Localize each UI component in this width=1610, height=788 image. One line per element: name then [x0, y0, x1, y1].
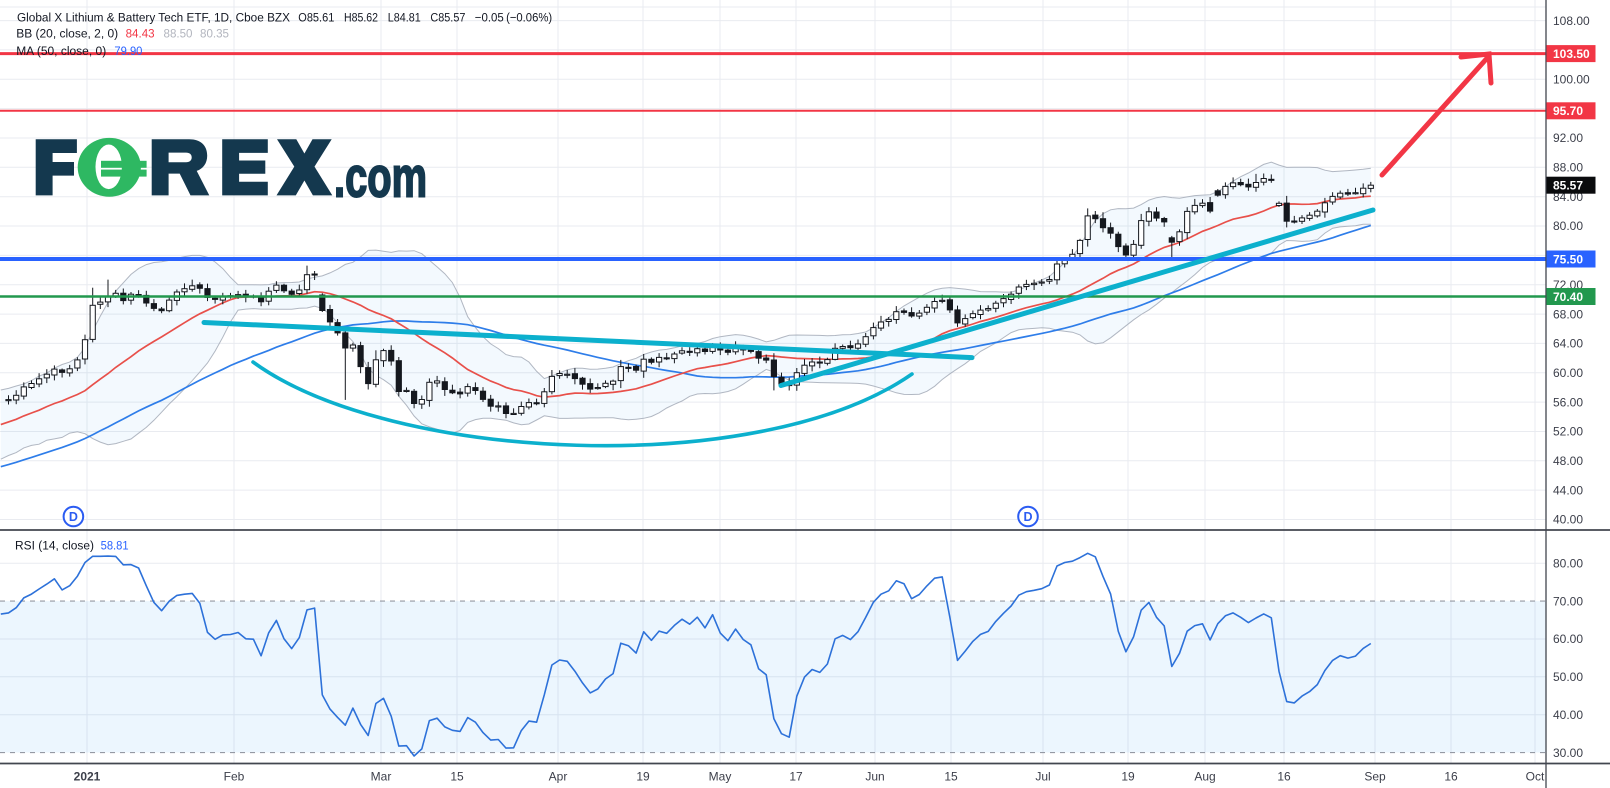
svg-text:40.00: 40.00	[1553, 708, 1583, 722]
svg-text:D: D	[69, 510, 78, 524]
svg-text:15: 15	[944, 770, 958, 784]
svg-text:Aug: Aug	[1194, 770, 1215, 784]
svg-text:75.50: 75.50	[1553, 252, 1583, 266]
svg-text:16: 16	[1277, 770, 1291, 784]
svg-text:MA (50, close, 0): MA (50, close, 0)	[16, 44, 106, 58]
svg-text:85.57: 85.57	[1553, 179, 1583, 193]
svg-text:O85.61: O85.61	[298, 10, 334, 24]
svg-text:60.00: 60.00	[1553, 366, 1583, 380]
svg-text:Jun: Jun	[865, 770, 884, 784]
svg-text:58.81: 58.81	[101, 539, 129, 553]
svg-text:70.40: 70.40	[1553, 290, 1583, 304]
svg-text:Global X Lithium & Battery Tec: Global X Lithium & Battery Tech ETF, 1D,…	[17, 10, 290, 24]
svg-text:BB (20, close, 2, 0): BB (20, close, 2, 0)	[16, 26, 118, 40]
svg-text:L84.81: L84.81	[388, 10, 421, 24]
svg-text:95.70: 95.70	[1553, 104, 1583, 118]
svg-text:H85.62: H85.62	[344, 10, 378, 24]
svg-text:92.00: 92.00	[1553, 131, 1583, 145]
svg-text:15: 15	[450, 770, 464, 784]
svg-text:100.00: 100.00	[1553, 73, 1590, 87]
svg-text:50.00: 50.00	[1553, 670, 1583, 684]
svg-text:44.00: 44.00	[1553, 483, 1583, 497]
svg-text:D: D	[1023, 510, 1032, 524]
svg-text:56.00: 56.00	[1553, 395, 1583, 409]
svg-text:Oct: Oct	[1526, 770, 1545, 784]
svg-text:84.43: 84.43	[126, 26, 155, 40]
svg-text:Feb: Feb	[224, 770, 245, 784]
svg-text:103.50: 103.50	[1553, 47, 1590, 61]
svg-text:80.35: 80.35	[200, 26, 229, 40]
svg-text:Jul: Jul	[1035, 770, 1050, 784]
svg-text:C85.57: C85.57	[430, 10, 465, 24]
svg-text:80.00: 80.00	[1553, 556, 1583, 570]
svg-text:64.00: 64.00	[1553, 337, 1583, 351]
svg-text:30.00: 30.00	[1553, 746, 1583, 760]
svg-text:17: 17	[789, 770, 803, 784]
svg-text:88.50: 88.50	[164, 26, 193, 40]
svg-text:.com: .com	[334, 146, 427, 210]
svg-text:2021: 2021	[74, 770, 101, 784]
svg-text:60.00: 60.00	[1553, 632, 1583, 646]
svg-text:19: 19	[636, 770, 650, 784]
svg-text:52.00: 52.00	[1553, 425, 1583, 439]
svg-text:RSI (14, close): RSI (14, close)	[15, 539, 94, 553]
svg-text:40.00: 40.00	[1553, 513, 1583, 527]
svg-text:Apr: Apr	[549, 770, 568, 784]
svg-text:108.00: 108.00	[1553, 14, 1590, 28]
svg-text:Mar: Mar	[371, 770, 392, 784]
svg-text:Sep: Sep	[1364, 770, 1386, 784]
svg-text:48.00: 48.00	[1553, 454, 1583, 468]
svg-text:68.00: 68.00	[1553, 307, 1583, 321]
svg-text:16: 16	[1444, 770, 1458, 784]
svg-text:(−0.06%): (−0.06%)	[506, 10, 552, 24]
svg-text:79.90: 79.90	[114, 44, 142, 58]
svg-text:80.00: 80.00	[1553, 219, 1583, 233]
svg-text:70.00: 70.00	[1553, 594, 1583, 608]
svg-text:19: 19	[1121, 770, 1135, 784]
svg-text:88.00: 88.00	[1553, 161, 1583, 175]
svg-text:−0.05: −0.05	[475, 10, 504, 24]
svg-text:May: May	[709, 770, 732, 784]
